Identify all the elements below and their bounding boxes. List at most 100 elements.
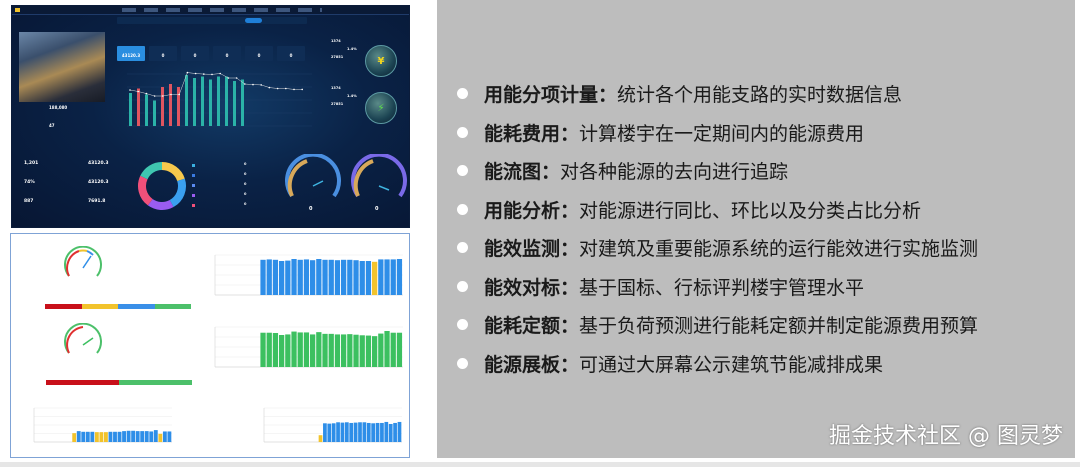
efficiency-monitor-screenshot (10, 233, 410, 458)
legend-swatch (192, 194, 195, 197)
efficiency-bar (279, 335, 285, 367)
kpi-card[interactable]: 0 (149, 46, 177, 61)
efficiency-bar (388, 423, 393, 442)
efficiency-bar (365, 335, 372, 367)
efficiency-bar (372, 336, 378, 367)
saving-percent: 1.4% (347, 47, 357, 51)
bullet-icon (457, 126, 468, 138)
efficiency-bar (322, 259, 328, 295)
efficiency-bar-chart-1 (214, 254, 403, 296)
efficiency-bar (131, 430, 136, 442)
bullet-icon (457, 242, 468, 253)
trend-point (219, 72, 221, 75)
efficiency-bar (397, 421, 402, 442)
efficiency-bar (266, 332, 272, 367)
saving-orb: ⚡ (365, 92, 397, 124)
efficiency-bar (310, 334, 316, 367)
feature-title: 能效对标： (484, 276, 580, 299)
efficiency-bar (297, 332, 303, 367)
gauge-2-value: 0 (375, 206, 379, 212)
gauge-chiller-cop (64, 323, 102, 354)
kpi-card[interactable]: 0 (245, 46, 273, 61)
rating-bar-1 (45, 294, 191, 309)
rating-segment (154, 304, 191, 309)
transport-bar-chart-1 (33, 407, 172, 443)
efficiency-bar (349, 422, 354, 442)
efficiency-bar (149, 431, 154, 442)
gauge-2 (351, 154, 407, 198)
donut-slice (161, 162, 185, 182)
lightning-icon: ⚡ (377, 102, 385, 114)
feature-title: 能耗费用： (484, 122, 580, 145)
efficiency-bar (336, 422, 340, 442)
stat-value: 43120.3 (88, 180, 109, 185)
efficiency-bar (76, 431, 81, 442)
kpi-card[interactable]: 0 (277, 46, 305, 61)
efficiency-bar (328, 333, 334, 367)
efficiency-bar (372, 261, 378, 295)
energy-bar (137, 88, 140, 126)
trend-point (178, 93, 180, 96)
kpi-value: 0 (289, 53, 293, 58)
legend-value: 0 (244, 202, 247, 206)
efficiency-bar (126, 430, 131, 442)
trend-point (235, 77, 238, 79)
bullet-icon (457, 165, 468, 176)
efficiency-bar (334, 334, 341, 367)
gauge-cooling-system (64, 246, 102, 277)
kpi-card[interactable]: 0 (181, 46, 209, 61)
trend-point (268, 86, 271, 89)
efficiency-bar (99, 432, 104, 442)
feature-item: 能耗定额： 基于负荷预测进行能耗定额并制定能源费用预算 (457, 311, 978, 338)
energy-bar (169, 84, 172, 126)
efficiency-bar (384, 259, 390, 295)
nav-menu-items[interactable] (122, 8, 322, 12)
energy-bar (209, 79, 212, 126)
bullet-icon (457, 88, 468, 99)
efficiency-bar (353, 334, 359, 367)
efficiency-bar (285, 260, 291, 295)
efficiency-bar (365, 261, 372, 295)
efficiency-bar (108, 431, 113, 442)
trend-point (162, 95, 164, 97)
efficiency-bar (380, 422, 384, 442)
energy-bar (233, 81, 236, 126)
energy-bar (161, 87, 164, 126)
efficiency-bar (390, 259, 396, 295)
energy-bar (225, 76, 228, 126)
period-tab-active[interactable] (245, 18, 262, 23)
efficiency-bar (316, 259, 322, 295)
donut-slice (169, 178, 186, 208)
saving-total: 27851 (331, 55, 344, 59)
efficiency-bar (291, 331, 297, 367)
energy-bar (145, 94, 148, 126)
bullet-icon (457, 203, 468, 215)
kpi-value: 0 (257, 53, 261, 58)
trend-point (252, 83, 254, 86)
bullet-icon (457, 319, 468, 330)
efficiency-bar (327, 423, 332, 442)
trend-point (227, 77, 230, 79)
kpi-value: 0 (225, 53, 229, 58)
efficiency-bar (117, 431, 122, 442)
efficiency-bar (81, 431, 86, 442)
feature-item: 能源展板： 可通过大屏幕公示建筑节能减排成果 (457, 350, 883, 377)
efficiency-bar (375, 422, 380, 442)
feature-description: 统计各个用能支路的实时数据信息 (617, 84, 903, 106)
efficiency-bar (144, 431, 149, 442)
kpi-value: 0 (193, 53, 197, 58)
efficiency-bar (140, 431, 145, 442)
efficiency-bar (378, 259, 384, 295)
feature-description: 基于负荷预测进行能耗定额并制定能源费用预算 (579, 315, 979, 337)
energy-bar-line-chart (127, 71, 312, 127)
kpi-value: 0 (161, 53, 165, 58)
kpi-card[interactable]: 43120.3 (117, 46, 145, 61)
feature-description: 对建筑及重要能源系统的运行能效进行实施监测 (579, 238, 979, 260)
saving-value: 1374 (331, 86, 341, 90)
legend-value: 0 (244, 172, 247, 176)
filter-bar[interactable] (117, 17, 307, 24)
gauge-1-value: 0 (309, 206, 313, 212)
efficiency-bar (359, 261, 365, 295)
kpi-card[interactable]: 0 (213, 46, 241, 61)
legend-swatch (192, 164, 195, 167)
